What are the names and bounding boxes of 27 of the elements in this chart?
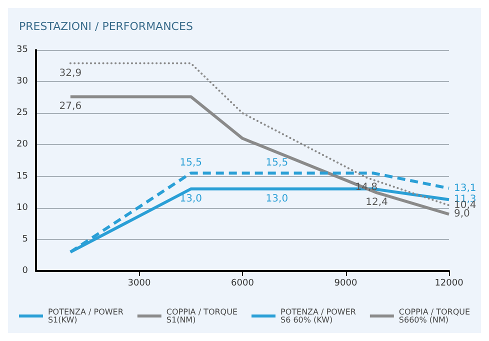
y-tick-label: 25 (16, 108, 28, 118)
y-tick-label: 15 (16, 171, 28, 182)
data-label: 15,5 (266, 158, 288, 169)
data-label: 13,0 (180, 193, 202, 204)
chart-subtitle: PRESTAZIONI / PERFORMANCES (19, 20, 193, 33)
data-label: 13,1 (454, 182, 476, 194)
y-tick-label: 5 (22, 234, 28, 244)
x-tick-label: 6000 (231, 278, 254, 288)
y-tick-label: 35 (16, 45, 28, 55)
x-tick-label: 12000 (434, 278, 464, 288)
data-label: 27,6 (59, 101, 82, 112)
data-label: 9,0 (454, 208, 470, 220)
legend-label: COPPIA / TORQUE S1(NM) (166, 308, 238, 324)
y-tick-label: 30 (16, 76, 28, 87)
legend-label: COPPIA / TORQUE S660% (NM) (398, 308, 470, 324)
data-label: 32,9 (59, 68, 82, 79)
data-label: 15,5 (180, 158, 202, 169)
y-tick-label: 10 (16, 202, 28, 213)
data-label: 14,8 (355, 182, 378, 194)
x-tick-label: 9000 (334, 278, 358, 288)
y-tick-label: 0 (22, 266, 28, 276)
data-label: 13,0 (266, 193, 288, 204)
legend-label: POTENZA / POWER S6 60% (KW) (280, 308, 356, 324)
legend-label: POTENZA / POWER S1(KW) (48, 308, 124, 324)
x-tick-label: 3000 (128, 278, 151, 288)
data-label: 12,4 (366, 197, 388, 208)
y-tick-label: 20 (16, 140, 28, 150)
